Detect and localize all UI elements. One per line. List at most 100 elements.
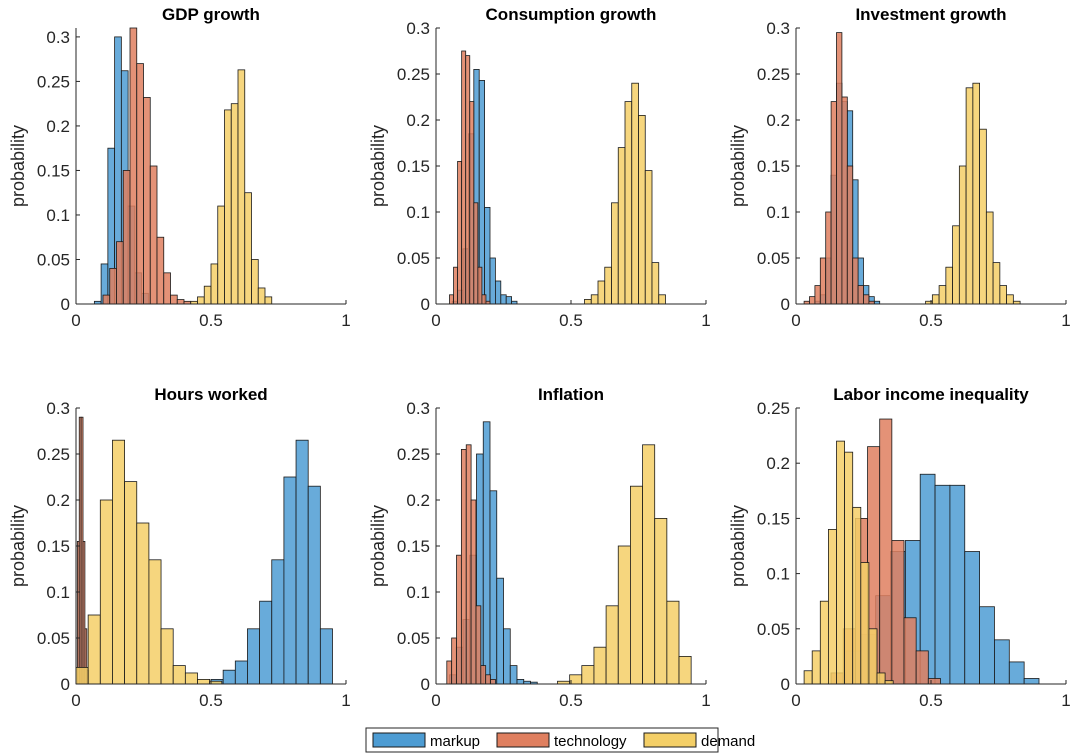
- legend: markup technology demand: [365, 727, 755, 753]
- panel-title: GDP growth: [162, 5, 260, 24]
- x-tick-label: 0.5: [559, 691, 583, 710]
- bar-demand: [237, 69, 246, 305]
- y-tick-label: 0.2: [766, 454, 790, 473]
- y-axis-label: probability: [8, 505, 28, 587]
- bar-demand: [803, 670, 813, 685]
- bar-markup: [247, 628, 260, 685]
- bar-markup: [503, 628, 511, 685]
- bar-technology: [490, 679, 496, 685]
- x-tick-label: 0: [791, 691, 800, 710]
- y-tick-label: 0.2: [766, 111, 790, 130]
- y-tick-label: 0.3: [766, 19, 790, 38]
- series-technology: [102, 27, 192, 305]
- bar-demand: [197, 296, 205, 305]
- y-axis-label: probability: [8, 125, 28, 207]
- panel-3: 0 0.05 0.1 0.15 0.2 0.25 0.3 0 0.5 1 Investment gr…: [728, 5, 1070, 330]
- series-demand: [557, 444, 692, 685]
- panel-4: 0 0.05 0.1 0.15 0.2 0.25 0.3 0 0.5 1 Hours worked p…: [8, 385, 351, 710]
- bar-markup: [489, 490, 498, 685]
- y-tick-label: 0.1: [766, 203, 790, 222]
- y-tick-label: 0.25: [757, 399, 790, 418]
- bar-technology: [473, 202, 479, 305]
- y-axis-label: probability: [368, 505, 388, 587]
- bar-markup: [979, 606, 995, 685]
- y-tick-label: 0.05: [757, 249, 790, 268]
- bar-demand: [172, 665, 186, 685]
- x-tick-label: 0.5: [919, 311, 943, 330]
- y-tick-label: 0.05: [397, 249, 430, 268]
- y-tick-label: 0.2: [406, 111, 430, 130]
- y-tick-label: 0.25: [37, 72, 70, 91]
- y-tick-label: 0.3: [46, 28, 70, 47]
- bar-demand: [945, 266, 953, 305]
- series-technology: [803, 32, 875, 305]
- y-tick-label: 0.3: [406, 19, 430, 38]
- bar-technology: [830, 101, 837, 305]
- legend-swatch-demand: [643, 732, 697, 748]
- panel-1: 0 0.05 0.1 0.15 0.2 0.25 0.3 0 0.5 1 GDP growth pro…: [8, 5, 351, 330]
- panel-2: 0 0.05 0.1 0.15 0.2 0.25 0.3 0 0.5 1 Consumption g…: [368, 5, 711, 330]
- series-demand: [584, 82, 666, 305]
- x-tick-label: 1: [1061, 311, 1070, 330]
- y-tick-label: 0.15: [37, 537, 70, 556]
- bar-demand: [136, 522, 150, 685]
- bar-demand: [844, 451, 854, 685]
- x-tick-label: 1: [701, 691, 710, 710]
- legend-label-technology: technology: [554, 733, 627, 750]
- bar-demand: [658, 294, 666, 305]
- bar-technology: [927, 678, 941, 685]
- bar-technology: [819, 257, 827, 305]
- bar-demand: [852, 506, 862, 685]
- bar-markup: [222, 669, 236, 685]
- y-tick-label: 0.25: [37, 445, 70, 464]
- bar-demand: [642, 444, 656, 685]
- x-tick-label: 0: [431, 691, 440, 710]
- y-tick-label: 0: [421, 295, 430, 314]
- panel-title: Inflation: [538, 385, 604, 404]
- bar-demand: [611, 202, 619, 305]
- y-tick-label: 0.3: [46, 399, 70, 418]
- bar-demand: [630, 485, 643, 685]
- bar-technology: [456, 554, 462, 685]
- bar-technology: [451, 637, 457, 685]
- bar-technology: [163, 272, 171, 305]
- legend-label-demand: demand: [701, 733, 755, 750]
- bar-technology: [825, 211, 832, 305]
- bar-markup: [496, 577, 504, 685]
- x-tick-label: 1: [341, 311, 350, 330]
- bar-demand: [651, 262, 660, 305]
- bar-demand: [952, 225, 960, 305]
- bar-technology: [470, 499, 477, 685]
- bar-markup: [319, 628, 333, 685]
- bar-demand: [210, 263, 219, 305]
- y-tick-label: 0: [61, 295, 70, 314]
- y-tick-label: 0: [781, 675, 790, 694]
- bar-markup: [489, 257, 496, 305]
- panel-title: Hours worked: [154, 385, 267, 404]
- bar-demand: [593, 646, 607, 685]
- bar-demand: [203, 285, 212, 305]
- x-tick-label: 0: [71, 691, 80, 710]
- bar-demand: [860, 562, 870, 685]
- bar-demand: [75, 667, 89, 685]
- bar-technology: [176, 299, 185, 305]
- y-tick-label: 0.15: [397, 537, 430, 556]
- x-tick-label: 0.5: [559, 311, 583, 330]
- bar-technology: [836, 32, 843, 305]
- bar-technology: [915, 650, 929, 685]
- bar-technology: [143, 97, 151, 305]
- y-tick-label: 0.15: [37, 161, 70, 180]
- bar-technology: [460, 448, 467, 685]
- x-tick-label: 0.5: [199, 311, 223, 330]
- bar-demand: [617, 147, 626, 305]
- bar-demand: [666, 600, 680, 685]
- bar-technology: [841, 96, 848, 305]
- x-tick-label: 1: [701, 311, 710, 330]
- bar-demand: [584, 298, 592, 305]
- bar-technology: [481, 294, 487, 305]
- x-tick-label: 0: [431, 311, 440, 330]
- bar-demand: [112, 439, 125, 685]
- bar-demand: [828, 529, 837, 685]
- bar-demand: [644, 170, 653, 305]
- bar-demand: [819, 600, 829, 685]
